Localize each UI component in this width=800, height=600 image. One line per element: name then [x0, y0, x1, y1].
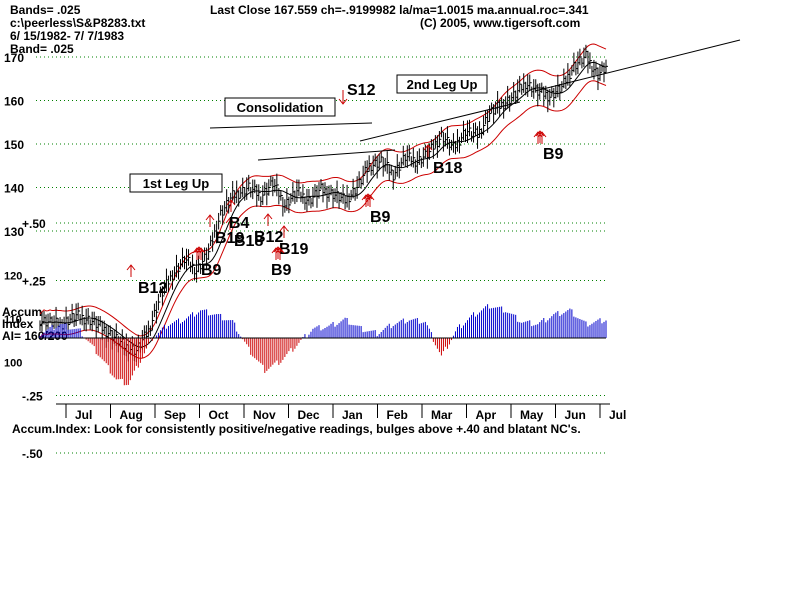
month-label: Dec	[298, 408, 320, 422]
accum-bars	[39, 304, 607, 386]
buy-signal-arrow	[423, 144, 433, 157]
buy-signal-label: B19	[279, 241, 308, 258]
buy-signal-arrow	[533, 131, 543, 144]
annotation-box	[129, 173, 223, 193]
support-trendline	[359, 101, 521, 142]
copyright: (C) 2005, www.tigersoft.com	[420, 16, 581, 30]
buy-signal-label: B18	[234, 233, 263, 250]
buy-signal-label: B19	[215, 230, 244, 247]
month-label: Mar	[431, 408, 453, 422]
month-axis: Jul Aug Sep Oct Nov Dec Jan Feb Mar Apr May Jun Jul	[56, 403, 626, 422]
annotation-label: 1st Leg Up	[143, 176, 210, 191]
buy-signal-label: B4	[229, 215, 250, 232]
accum-tick-label: +.50	[22, 217, 46, 231]
band-label: Band= .025	[10, 42, 74, 56]
trendline-long	[534, 39, 741, 92]
month-label: Nov	[253, 408, 276, 422]
buy-signal-arrow	[279, 225, 289, 238]
buy-signal-label: B9	[370, 209, 391, 226]
footer-note: Accum.Index: Look for consistently posit…	[12, 422, 581, 436]
accum-gridlines: +.50 +.25 -.25 -.50	[22, 217, 606, 461]
buy-signal-arrow	[361, 194, 371, 207]
month-label: Jul	[75, 408, 92, 422]
buy-signal-label: B9	[271, 262, 292, 279]
buy-signal-arrow	[271, 247, 281, 260]
annotation-label: Consolidation	[237, 100, 324, 115]
month-label: Oct	[209, 408, 229, 422]
buy-signal-arrow	[205, 214, 215, 227]
date-range: 6/ 15/1982- 7/ 7/1983	[10, 29, 125, 43]
buy-signal-arrow	[126, 264, 136, 277]
accum-tick-label: -.25	[22, 390, 43, 404]
buy-signal-label: B18	[433, 160, 462, 177]
buy-signal-arrow	[363, 193, 373, 206]
consolidation-top-line	[209, 122, 373, 129]
index-label: Index	[2, 317, 34, 331]
y-tick-label: 100	[4, 358, 22, 370]
buy-signal-label: B12	[254, 229, 283, 246]
sell-signal-label: S12	[347, 82, 376, 99]
buy-signal-arrow	[196, 247, 206, 260]
buy-signal-arrow	[537, 131, 547, 144]
y-tick-label: 130	[4, 225, 24, 239]
month-label: Aug	[120, 408, 143, 422]
accum-tick-label: -.50	[22, 447, 43, 461]
buy-signal-arrow	[263, 213, 273, 226]
upper-band	[39, 43, 607, 337]
consolidation-bottom-line	[257, 149, 396, 161]
accum-label: Accum	[2, 305, 43, 319]
last-close-info: Last Close 167.559 ch=-.9199982 la/ma=1.…	[210, 3, 589, 17]
month-label: May	[520, 408, 544, 422]
month-label: Apr	[476, 408, 497, 422]
y-tick-label: 140	[4, 182, 24, 196]
buy-signal-arrow	[273, 246, 283, 259]
month-label: Jan	[342, 408, 363, 422]
accum-tick-label: +.25	[22, 275, 46, 289]
file-name: c:\peerless\S&P8283.txt	[10, 16, 146, 30]
buy-signal-arrow	[535, 130, 545, 143]
y-tick-label: 170	[4, 51, 24, 65]
month-label: Sep	[164, 408, 186, 422]
sell-signal-arrow	[338, 90, 348, 105]
price-bars	[39, 44, 608, 362]
price-y-axis: 170 160 150 140 130 120 110 100	[4, 51, 24, 370]
month-label: Jun	[565, 408, 586, 422]
buy-signal-label: B12	[138, 280, 167, 297]
y-tick-label: 160	[4, 95, 24, 109]
bands-label: Bands= .025	[10, 3, 81, 17]
y-tick-label: 150	[4, 138, 24, 152]
y-tick-label: 110	[4, 314, 22, 326]
buy-signal-label: B9	[201, 262, 222, 279]
month-label: Jul	[609, 408, 626, 422]
ai-ratio-label: AI= 160/200	[2, 329, 68, 343]
lower-band	[39, 80, 607, 359]
buy-signal-arrow	[275, 247, 285, 260]
price-gridlines	[36, 56, 606, 232]
buy-signal-arrow	[365, 194, 375, 207]
annotation-box	[224, 97, 336, 117]
annotation-label: 2nd Leg Up	[407, 77, 478, 92]
buy-signal-arrow	[225, 217, 235, 230]
buy-signal-label: B9	[543, 146, 564, 163]
buy-signal-arrow	[194, 246, 204, 259]
y-tick-label: 120	[4, 271, 22, 283]
annotation-box	[396, 74, 488, 94]
buy-signal-arrow	[192, 247, 202, 260]
buy-signal-arrow	[226, 199, 236, 212]
month-label: Feb	[387, 408, 408, 422]
